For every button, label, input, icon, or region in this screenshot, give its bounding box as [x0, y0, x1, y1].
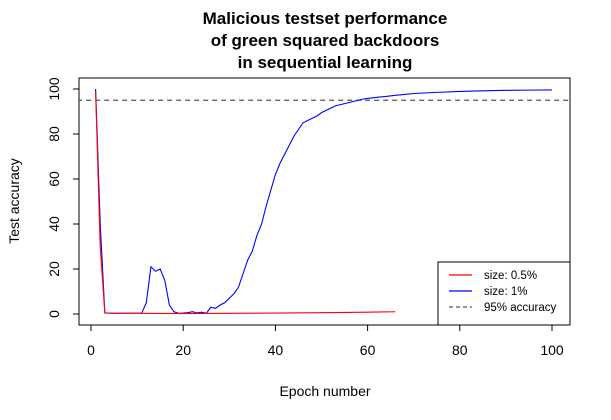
x-tick-label: 80	[452, 342, 468, 358]
y-tick-label: 20	[46, 261, 62, 277]
x-tick-label: 20	[175, 342, 191, 358]
legend-box	[437, 261, 571, 326]
y-tick-label: 0	[46, 310, 62, 318]
y-axis: 0 20 40 60 80 100	[46, 77, 79, 318]
series-layer	[79, 88, 570, 315]
x-axis: 0 20 40 60 80 100	[87, 325, 564, 358]
chart-title-line-1: Malicious testset performance	[203, 9, 448, 28]
x-tick-label: 100	[540, 342, 564, 358]
series-line-1	[95, 91, 396, 315]
x-axis-label: Epoch number	[279, 383, 370, 399]
legend-label-2: size: 1%	[484, 286, 527, 298]
y-tick-label: 100	[46, 77, 62, 101]
y-tick-label: 80	[46, 126, 62, 142]
x-tick-label: 60	[360, 342, 376, 358]
x-tick-label: 0	[87, 342, 95, 358]
y-tick-label: 60	[46, 171, 62, 187]
legend-label-3: 95% accuracy	[484, 302, 556, 314]
y-tick-label: 40	[46, 216, 62, 232]
legend: size: 0.5% size: 1% 95% accuracy	[437, 261, 571, 326]
chart-title: Malicious testset performance of green s…	[203, 9, 448, 72]
plot-frame	[78, 77, 571, 326]
y-axis-label: Test accuracy	[6, 158, 22, 244]
x-tick-label: 40	[268, 342, 284, 358]
legend-label-1: size: 0.5%	[484, 270, 537, 282]
chart-title-line-3: in sequential learning	[238, 53, 413, 72]
chart-title-line-2: of green squared backdoors	[211, 31, 440, 50]
series-line-2	[95, 88, 553, 314]
